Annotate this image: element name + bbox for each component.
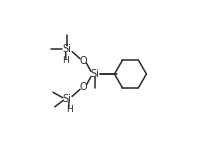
Text: Si: Si bbox=[63, 44, 72, 54]
Text: H: H bbox=[62, 56, 69, 65]
Text: H: H bbox=[66, 105, 73, 114]
Text: O: O bbox=[79, 56, 87, 66]
Text: Si: Si bbox=[63, 94, 72, 104]
Text: Si: Si bbox=[90, 69, 99, 79]
Text: O: O bbox=[79, 82, 87, 92]
